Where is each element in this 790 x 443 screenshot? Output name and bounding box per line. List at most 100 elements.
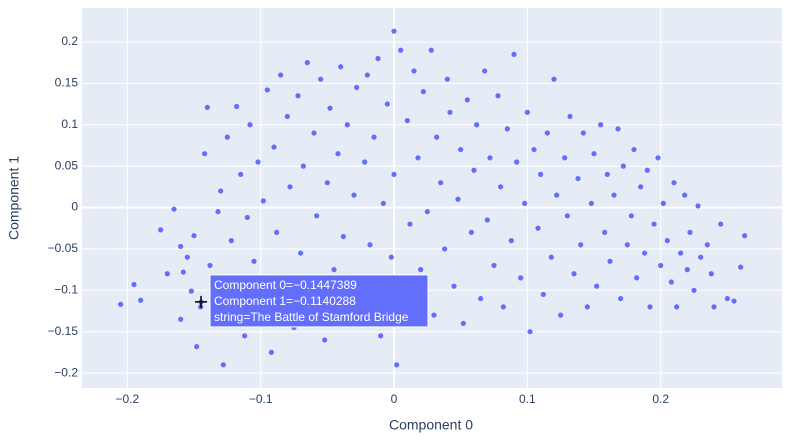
point[interactable]: [178, 243, 184, 250]
point[interactable]: [131, 281, 137, 288]
point[interactable]: [238, 171, 244, 178]
point[interactable]: [551, 76, 557, 82]
point[interactable]: [318, 76, 324, 82]
point[interactable]: [234, 103, 240, 110]
point[interactable]: [204, 104, 210, 110]
point[interactable]: [594, 283, 600, 289]
point[interactable]: [188, 288, 194, 294]
point[interactable]: [327, 105, 333, 111]
point[interactable]: [738, 264, 744, 270]
point[interactable]: [460, 320, 466, 327]
point[interactable]: [164, 271, 170, 277]
point[interactable]: [691, 287, 697, 293]
point[interactable]: [394, 362, 400, 368]
point[interactable]: [178, 316, 184, 322]
point[interactable]: [418, 267, 424, 273]
point[interactable]: [362, 159, 368, 165]
point[interactable]: [202, 151, 208, 157]
point[interactable]: [484, 217, 490, 223]
point[interactable]: [562, 155, 568, 161]
point[interactable]: [482, 68, 488, 74]
point[interactable]: [468, 229, 474, 235]
point[interactable]: [655, 155, 661, 161]
point[interactable]: [375, 55, 381, 62]
point[interactable]: [687, 229, 693, 235]
point[interactable]: [260, 198, 266, 204]
point[interactable]: [644, 167, 650, 173]
point[interactable]: [284, 113, 290, 120]
point[interactable]: [398, 47, 404, 53]
point[interactable]: [287, 184, 293, 190]
point[interactable]: [511, 51, 517, 57]
point[interactable]: [575, 175, 581, 182]
point[interactable]: [431, 312, 437, 318]
point[interactable]: [698, 254, 704, 260]
point[interactable]: [487, 155, 493, 161]
point[interactable]: [338, 64, 344, 70]
point[interactable]: [340, 233, 346, 240]
point[interactable]: [624, 242, 630, 248]
point[interactable]: [514, 159, 520, 165]
point[interactable]: [564, 213, 570, 219]
point[interactable]: [671, 180, 677, 186]
point[interactable]: [668, 279, 674, 285]
point[interactable]: [731, 298, 737, 304]
point[interactable]: [171, 206, 177, 212]
point[interactable]: [678, 250, 684, 256]
point[interactable]: [684, 267, 690, 273]
point[interactable]: [364, 72, 370, 78]
point[interactable]: [682, 192, 688, 198]
point[interactable]: [311, 130, 317, 136]
point[interactable]: [271, 144, 277, 150]
point[interactable]: [444, 76, 450, 82]
point[interactable]: [207, 262, 213, 269]
point[interactable]: [220, 362, 226, 368]
point[interactable]: [391, 28, 397, 34]
point[interactable]: [531, 146, 537, 153]
point[interactable]: [708, 271, 714, 277]
point[interactable]: [540, 291, 546, 298]
point[interactable]: [278, 72, 284, 78]
point[interactable]: [391, 171, 397, 178]
point[interactable]: [407, 221, 413, 227]
point[interactable]: [588, 200, 594, 206]
point[interactable]: [458, 146, 464, 153]
point[interactable]: [224, 134, 230, 140]
point[interactable]: [420, 89, 426, 95]
point[interactable]: [607, 258, 613, 264]
point[interactable]: [602, 229, 608, 235]
point[interactable]: [434, 134, 440, 140]
point[interactable]: [571, 271, 577, 277]
point[interactable]: [304, 60, 310, 66]
point[interactable]: [244, 214, 250, 221]
point[interactable]: [527, 329, 533, 335]
point[interactable]: [298, 250, 304, 256]
point[interactable]: [218, 188, 224, 194]
point[interactable]: [300, 163, 306, 169]
point[interactable]: [580, 130, 586, 136]
point[interactable]: [464, 97, 470, 103]
point[interactable]: [411, 68, 417, 74]
point[interactable]: [138, 297, 144, 303]
point[interactable]: [591, 151, 597, 157]
point[interactable]: [471, 167, 477, 173]
point[interactable]: [664, 238, 670, 244]
point[interactable]: [251, 258, 257, 264]
point[interactable]: [548, 254, 554, 260]
point[interactable]: [184, 254, 190, 260]
point[interactable]: [491, 262, 497, 269]
point[interactable]: [695, 203, 701, 209]
point[interactable]: [367, 242, 373, 248]
point[interactable]: [344, 122, 350, 128]
point[interactable]: [274, 229, 280, 235]
point[interactable]: [451, 283, 457, 289]
point[interactable]: [554, 192, 560, 198]
point[interactable]: [331, 267, 337, 273]
point[interactable]: [647, 304, 653, 310]
point[interactable]: [247, 122, 253, 128]
point[interactable]: [158, 227, 164, 233]
point[interactable]: [711, 304, 717, 310]
point[interactable]: [628, 213, 634, 219]
point[interactable]: [404, 117, 410, 124]
point[interactable]: [658, 262, 664, 269]
